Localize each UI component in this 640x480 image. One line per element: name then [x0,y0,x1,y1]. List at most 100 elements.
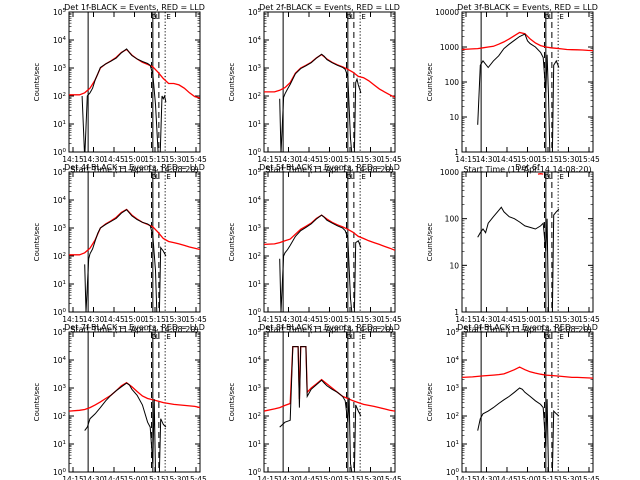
chart4-xtick-label: 14:30 [83,315,105,324]
chart6-xlabel: Start Time (11-Apr-14 14:08:20) [463,325,591,334]
chart7-marker: LL [152,333,160,341]
chart1-ylabel: Counts/sec [33,63,41,102]
chart8-ytick-label: 102 [248,412,261,421]
chart4-series-red [69,208,200,256]
chart4-marker: E [166,173,170,181]
chart1-xtick-label: 14:15 [62,155,84,164]
chart4-ytick-label: 104 [53,196,67,205]
chart4-ytick-label: 105 [53,168,67,177]
chart5-marker: E [361,173,365,181]
chart8-frame [263,331,396,473]
chart6-title: Det 6f [515,163,540,172]
chart5-xtick-label: 15:30 [360,315,382,324]
chart6-ytick-label: 100 [445,215,460,224]
chart3-title: Det 3f-BLACK = Events, RED = LLD [457,3,598,12]
chart5-ytick-label: 101 [248,280,261,289]
chart4-ylabel: Counts/sec [33,223,41,262]
chart2-ytick-label: 100 [248,148,262,157]
chart4-ytick-label: 100 [53,308,67,317]
chart2-xtick-label: 15:00 [319,155,341,164]
chart1-frame [68,11,201,153]
chart9-series-black [477,387,560,472]
chart7: Det 7f-BLACK = Events, RED = LLD 100 101 10… [33,323,207,480]
chart7-ytick-label: 101 [53,440,66,449]
chart7-ytick-label: 100 [53,468,67,477]
chart2-xtick-label: 15:30 [360,155,382,164]
chart5-xlabel: Start Time (11-Apr-14 14:08:20) [265,325,393,334]
chart8-ytick-label: 103 [248,384,262,393]
chart8-ytick-label: 101 [248,440,261,449]
chart4-xtick-label: 15:15 [144,315,166,324]
chart9-ytick-label: 105 [446,328,460,337]
chart2-xtick-label: 14:15 [257,155,279,164]
chart1-xtick-label: 14:30 [83,155,105,164]
chart2-marker: E [361,13,365,21]
chart7-xtick-label: 14:30 [83,475,105,480]
chart4-xtick-label: 14:15 [62,315,84,324]
chart1-ytick-label: 100 [53,148,67,157]
chart3-series-red [462,31,593,52]
chart9-ytick-label: 104 [446,356,460,365]
chart8-xtick-label: 14:45 [298,475,320,480]
chart4-frame [68,171,201,313]
chart5-ytick-label: 100 [248,308,262,317]
chart1-ytick-label: 104 [53,36,67,45]
chart3-ytick-label: 100 [445,78,460,87]
chart5-ytick-label: 103 [248,224,262,233]
chart3-series-black [477,33,560,152]
chart6-xtick-label: 14:30 [476,315,498,324]
chart5: Det 5f-BLACK = Events, RED = LLD 100 101 10… [228,163,402,334]
chart1-marker: LL [152,13,160,21]
chart6-xtick-label: 15:00 [517,315,539,324]
chart3-ytick-label: 10000 [435,8,459,17]
chart3-ytick-label: 10 [449,113,459,122]
chart2-xlabel: Start Time (11-Apr-14 14:08:20) [265,165,393,174]
chart9-ytick-label: 102 [446,412,459,421]
chart5-title: Det 5f-BLACK = Events, RED = LLD [259,163,400,172]
chart3-xtick-label: 14:15 [455,155,477,164]
chart6-xtick-label: 14:15 [455,315,477,324]
chart1-marker: O [151,13,157,21]
chart9-xtick-label: 14:45 [496,475,518,480]
chart1-ytick-label: 105 [53,8,67,17]
chart4-marker: O [151,173,157,181]
chart6-series-black [477,206,560,312]
chart3-ytick-label: 1000 [440,43,459,52]
chart2-frame [263,11,396,153]
chart7-frame [68,331,201,473]
chart3-ylabel: Counts/sec [426,63,434,102]
chart8-xtick-label: 14:15 [257,475,279,480]
chart6-marker: E [559,173,563,181]
chart7-xtick-label: 14:45 [103,475,125,480]
chart9-ytick-label: 100 [446,468,460,477]
chart4-ytick-label: 102 [53,252,66,261]
chart7-xtick-label: 15:00 [124,475,146,480]
chart2-ytick-label: 102 [248,92,261,101]
chart9-xtick-label: 15:30 [558,475,580,480]
chart7-ylabel: Counts/sec [33,383,41,422]
chart5-ytick-label: 102 [248,252,261,261]
chart7-series-black [84,382,167,472]
chart5-marker: O [346,173,352,181]
chart8-title: Det 8f-BLACK = Events, RED = LLD [259,323,400,332]
chart1-ytick-label: 103 [53,64,67,73]
chart9-xtick-label: 15:15 [537,475,559,480]
chart7-ytick-label: 105 [53,328,67,337]
chart2-series-black [279,53,362,152]
chart1-xtick-label: 15:00 [124,155,146,164]
chart2-title: Det 2f-BLACK = Events, RED = LLD [259,3,400,12]
chart1-series-black [81,48,167,152]
chart5-xtick-label: 15:45 [380,315,402,324]
chart7-xtick-label: 15:45 [185,475,207,480]
chart5-xtick-label: 15:15 [339,315,361,324]
chart5-series-red [264,214,395,251]
chart9-marker: E [559,333,563,341]
chart2-marker: O [346,13,352,21]
chart1-ytick-label: 102 [53,92,66,101]
chart2-xtick-label: 14:45 [298,155,320,164]
chart7-ytick-label: 103 [53,384,67,393]
chart7-ytick-label: 102 [53,412,66,421]
chart4-title: Det 4f-BLACK = Events, RED = LLD [64,163,205,172]
chart8-xtick-label: 15:00 [319,475,341,480]
